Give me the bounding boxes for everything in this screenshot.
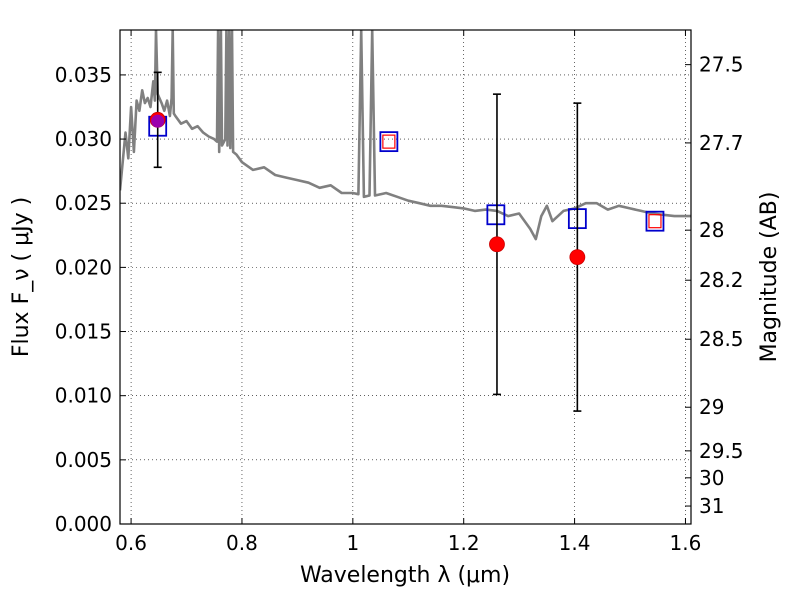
plot-frame — [119, 29, 692, 525]
x-tick-label: 0.6 — [115, 531, 147, 555]
right-tick-label: 31 — [699, 494, 724, 518]
model-spectrum-line — [120, 30, 691, 241]
right-tick-label: 29 — [699, 395, 724, 419]
y-tick-label: 0.030 — [55, 127, 112, 151]
y-tick-label: 0.000 — [55, 512, 112, 536]
grid-lines — [120, 30, 691, 525]
x-axis-title: Wavelength λ (μm) — [300, 563, 510, 588]
tick-labels: 0.6 0.8 1 1.2 1.4 1.6 0.000 0.005 0.010 0.015 0.02… — [55, 53, 744, 555]
right-tick-label: 28.5 — [699, 327, 744, 351]
right-tick-label: 27.5 — [699, 53, 744, 77]
y-tick-label: 0.035 — [55, 63, 112, 87]
right-tick-label: 27.7 — [699, 131, 744, 155]
observed-point — [489, 236, 505, 253]
x-tick-label: 1 — [346, 531, 359, 555]
y-tick-label: 0.005 — [55, 448, 112, 472]
blue-square-marker — [645, 210, 665, 232]
purple-marker — [151, 114, 165, 128]
y-tick-label: 0.025 — [55, 191, 112, 215]
right-tick-label: 29.5 — [699, 439, 744, 463]
blue-square-marker — [379, 131, 399, 153]
x-tick-label: 1.4 — [559, 531, 591, 555]
blue-square-marker — [486, 204, 506, 226]
observed-point — [569, 249, 586, 266]
red-square-marker — [382, 134, 396, 149]
right-axis-title: Magnitude (AB) — [757, 192, 782, 363]
x-tick-label: 0.8 — [226, 531, 258, 555]
y-tick-label: 0.015 — [55, 320, 112, 344]
red-square-marker — [648, 214, 662, 229]
right-tick-label: 30 — [699, 466, 724, 490]
x-tick-label: 1.2 — [448, 531, 480, 555]
x-tick-label: 1.6 — [670, 531, 702, 555]
y-axis-title: Flux F_ν ( μJy ) — [9, 197, 34, 357]
right-tick-label: 28 — [699, 218, 724, 242]
y-tick-label: 0.010 — [55, 384, 112, 408]
axis-ticks — [120, 30, 691, 525]
y-tick-label: 0.020 — [55, 255, 112, 279]
right-tick-label: 28.2 — [699, 268, 744, 292]
plot-area — [120, 30, 691, 412]
